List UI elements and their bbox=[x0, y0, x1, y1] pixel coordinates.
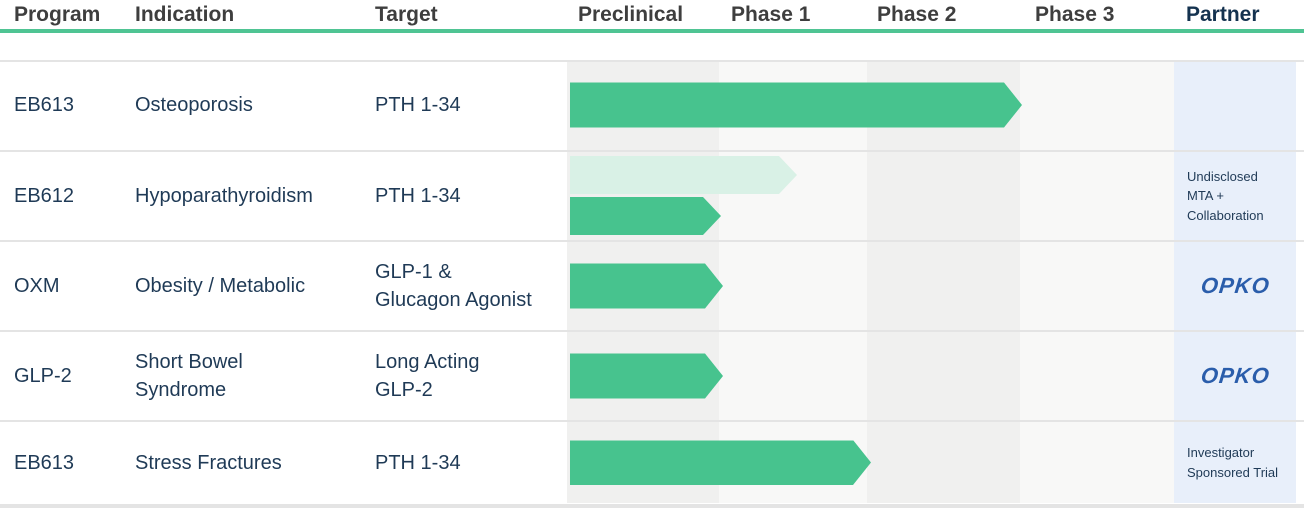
progress-bar bbox=[570, 264, 723, 309]
progress-bar-faded bbox=[570, 156, 797, 194]
pipeline-row-osteoporosis: EB613 Osteoporosis PTH 1-34 bbox=[0, 60, 1304, 150]
program-cell: GLP-2 bbox=[14, 365, 72, 387]
column-header-phase-2: Phase 2 bbox=[877, 3, 957, 26]
progress-bar bbox=[570, 440, 871, 485]
indication-cell: Stress Fractures bbox=[135, 451, 282, 474]
pipeline-rows: EB613 Osteoporosis PTH 1-34 EB612 Hypopa… bbox=[0, 60, 1304, 503]
target-cell: PTH 1-34 bbox=[375, 451, 461, 474]
column-header-program: Program bbox=[14, 3, 101, 26]
partner-cell: Investigator Sponsored Trial bbox=[1174, 422, 1296, 503]
column-header-target: Target bbox=[375, 3, 438, 26]
column-header-partner: Partner bbox=[1186, 3, 1260, 26]
partner-cell: OPKO bbox=[1174, 242, 1296, 330]
program-cell: EB613 bbox=[14, 451, 75, 474]
indication-cell: Obesity / Metabolic bbox=[135, 275, 306, 297]
phase-2-column-band bbox=[867, 60, 1020, 503]
column-header-phase-3: Phase 3 bbox=[1035, 3, 1115, 26]
column-header-preclinical: Preclinical bbox=[578, 3, 684, 26]
partner-cell: Undisclosed MTA + Collaboration bbox=[1174, 152, 1296, 240]
pipeline-row-stress-fractures: EB613 Stress Fractures PTH 1-34 Investig… bbox=[0, 420, 1304, 503]
target-cell: PTH 1-34 bbox=[375, 185, 461, 207]
partner-label: Investigator Sponsored Trial bbox=[1187, 445, 1279, 480]
column-header-indication: Indication bbox=[135, 3, 235, 26]
partner-column-band bbox=[1174, 60, 1296, 503]
body-top-separator bbox=[0, 60, 1304, 62]
column-header-row: Program Indication Target Preclinical Ph… bbox=[0, 0, 1304, 29]
partner-label: Undisclosed MTA + Collaboration bbox=[1187, 168, 1264, 223]
target-cell: GLP-1 & Glucagon Agonist bbox=[375, 261, 532, 311]
pipeline-row-short-bowel-syndrome: GLP-2 Short Bowel Syndrome Long Acting G… bbox=[0, 330, 1304, 420]
progress-bar bbox=[570, 197, 721, 235]
target-cell: PTH 1-34 bbox=[375, 94, 461, 116]
bottom-separator bbox=[0, 504, 1304, 508]
indication-cell: Osteoporosis bbox=[135, 94, 253, 116]
opko-logo: OPKO bbox=[1199, 273, 1271, 298]
pipeline-row-obesity-metabolic: OXM Obesity / Metabolic GLP-1 & Glucagon… bbox=[0, 240, 1304, 330]
indication-cell: Hypoparathyroidism bbox=[135, 185, 313, 207]
progress-bar bbox=[570, 354, 723, 399]
phase-1-column-band bbox=[719, 60, 867, 503]
pipeline-row-hypoparathyroidism: EB612 Hypoparathyroidism PTH 1-34 Undisc… bbox=[0, 150, 1304, 240]
progress-bar bbox=[570, 83, 1022, 128]
phase-3-column-band bbox=[1020, 60, 1174, 503]
column-header-phase-1: Phase 1 bbox=[731, 3, 811, 26]
target-cell: Long Acting GLP-2 bbox=[375, 351, 480, 401]
partner-cell: OPKO bbox=[1174, 332, 1296, 420]
header-underline bbox=[0, 29, 1304, 33]
program-cell: EB612 bbox=[14, 185, 75, 207]
program-cell: EB613 bbox=[14, 94, 75, 116]
indication-cell: Short Bowel Syndrome bbox=[135, 351, 243, 401]
pipeline-body: EB613 Osteoporosis PTH 1-34 EB612 Hypopa… bbox=[0, 60, 1304, 503]
program-cell: OXM bbox=[14, 275, 60, 297]
opko-logo: OPKO bbox=[1199, 363, 1271, 388]
